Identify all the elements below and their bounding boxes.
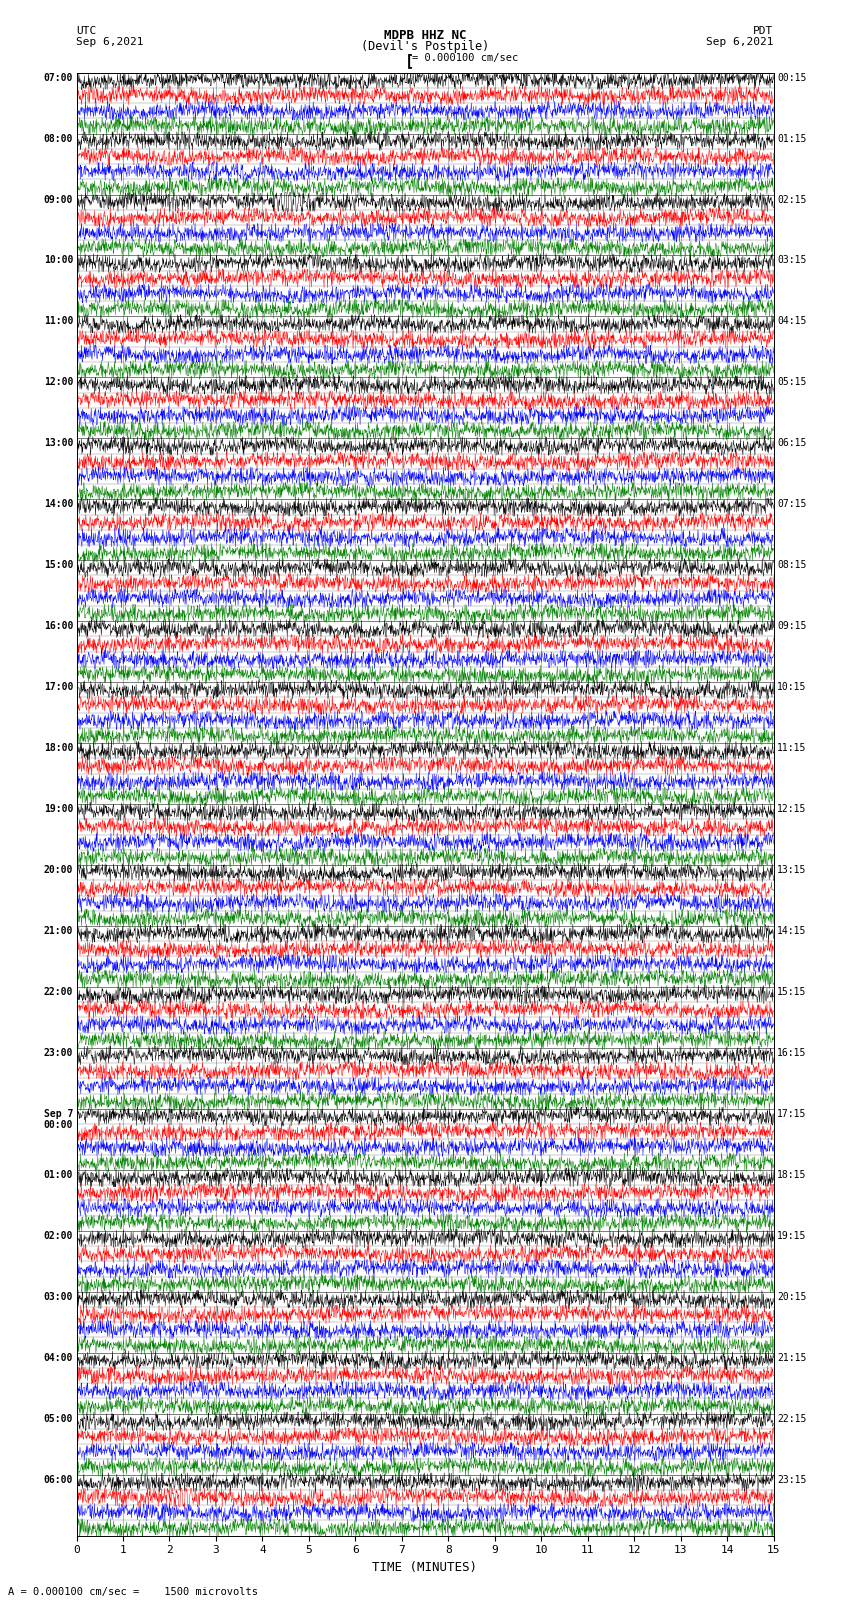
Text: 20:15: 20:15 (777, 1292, 807, 1302)
Text: 19:00: 19:00 (43, 803, 73, 815)
Text: Sep 7
00:00: Sep 7 00:00 (43, 1108, 73, 1131)
Text: 15:00: 15:00 (43, 560, 73, 571)
Text: 16:00: 16:00 (43, 621, 73, 631)
Text: 19:15: 19:15 (777, 1231, 807, 1240)
Text: 06:00: 06:00 (43, 1474, 73, 1484)
Text: 20:00: 20:00 (43, 865, 73, 874)
Text: 07:00: 07:00 (43, 73, 73, 82)
Text: 01:15: 01:15 (777, 134, 807, 144)
Text: 08:15: 08:15 (777, 560, 807, 571)
Text: 00:15: 00:15 (777, 73, 807, 82)
Text: 18:00: 18:00 (43, 744, 73, 753)
Text: 13:15: 13:15 (777, 865, 807, 874)
Text: UTC: UTC (76, 26, 97, 35)
Text: 04:15: 04:15 (777, 316, 807, 326)
Text: (Devil's Postpile): (Devil's Postpile) (361, 40, 489, 53)
Text: 04:00: 04:00 (43, 1353, 73, 1363)
Text: 14:00: 14:00 (43, 500, 73, 510)
Text: 10:00: 10:00 (43, 255, 73, 266)
Text: 21:00: 21:00 (43, 926, 73, 936)
Text: MDPB HHZ NC: MDPB HHZ NC (383, 29, 467, 42)
Text: Sep 6,2021: Sep 6,2021 (76, 37, 144, 47)
Text: PDT: PDT (753, 26, 774, 35)
Text: = 0.000100 cm/sec: = 0.000100 cm/sec (412, 53, 518, 63)
Text: 02:15: 02:15 (777, 195, 807, 205)
Text: 07:15: 07:15 (777, 500, 807, 510)
Text: 14:15: 14:15 (777, 926, 807, 936)
Text: 12:15: 12:15 (777, 803, 807, 815)
Text: 15:15: 15:15 (777, 987, 807, 997)
Text: [: [ (405, 53, 414, 68)
Text: 08:00: 08:00 (43, 134, 73, 144)
Text: 11:15: 11:15 (777, 744, 807, 753)
Text: 09:00: 09:00 (43, 195, 73, 205)
Text: 22:00: 22:00 (43, 987, 73, 997)
X-axis label: TIME (MINUTES): TIME (MINUTES) (372, 1561, 478, 1574)
Text: 03:00: 03:00 (43, 1292, 73, 1302)
Text: 05:00: 05:00 (43, 1413, 73, 1424)
Text: 17:15: 17:15 (777, 1108, 807, 1119)
Text: 01:00: 01:00 (43, 1169, 73, 1179)
Text: 06:15: 06:15 (777, 439, 807, 448)
Text: 16:15: 16:15 (777, 1048, 807, 1058)
Text: 22:15: 22:15 (777, 1413, 807, 1424)
Text: 13:00: 13:00 (43, 439, 73, 448)
Text: 11:00: 11:00 (43, 316, 73, 326)
Text: 05:15: 05:15 (777, 377, 807, 387)
Text: A = 0.000100 cm/sec =    1500 microvolts: A = 0.000100 cm/sec = 1500 microvolts (8, 1587, 258, 1597)
Text: 23:00: 23:00 (43, 1048, 73, 1058)
Text: 23:15: 23:15 (777, 1474, 807, 1484)
Text: 02:00: 02:00 (43, 1231, 73, 1240)
Text: 03:15: 03:15 (777, 255, 807, 266)
Text: 21:15: 21:15 (777, 1353, 807, 1363)
Text: 12:00: 12:00 (43, 377, 73, 387)
Text: 17:00: 17:00 (43, 682, 73, 692)
Text: 09:15: 09:15 (777, 621, 807, 631)
Text: 10:15: 10:15 (777, 682, 807, 692)
Text: 18:15: 18:15 (777, 1169, 807, 1179)
Text: Sep 6,2021: Sep 6,2021 (706, 37, 774, 47)
